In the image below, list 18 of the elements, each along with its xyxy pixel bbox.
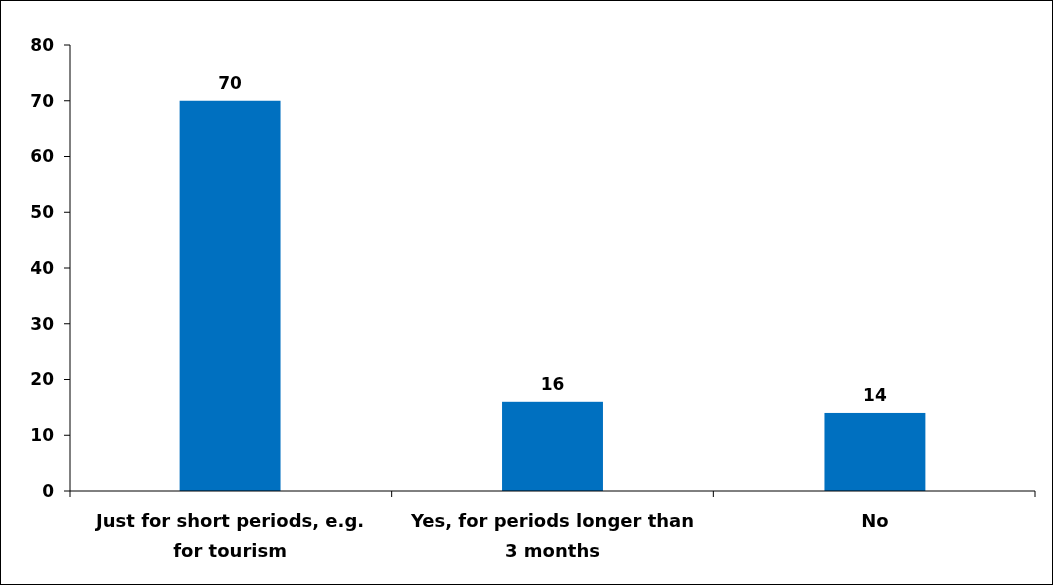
y-tick-label: 30: [30, 313, 55, 334]
bar: [824, 412, 926, 491]
y-tick-label: 70: [30, 90, 55, 111]
y-tick-label: 20: [30, 369, 55, 390]
bar: [179, 100, 281, 491]
x-tick-label: No: [861, 510, 889, 531]
data-label: 16: [540, 373, 565, 394]
y-tick-label: 40: [30, 257, 55, 278]
x-tick-label: Yes, for periods longer than 3 months: [409, 510, 695, 561]
data-label: 14: [863, 384, 887, 405]
bar: [502, 401, 603, 491]
x-tick-label: Just for short periods, e.g. for tourism: [94, 510, 365, 561]
y-tick-label: 10: [30, 425, 55, 446]
y-tick-label: 50: [30, 202, 55, 223]
y-tick-label: 60: [30, 146, 55, 167]
y-tick-label: 0: [42, 480, 55, 501]
data-label: 70: [218, 72, 243, 93]
y-tick-label: 80: [30, 34, 55, 55]
